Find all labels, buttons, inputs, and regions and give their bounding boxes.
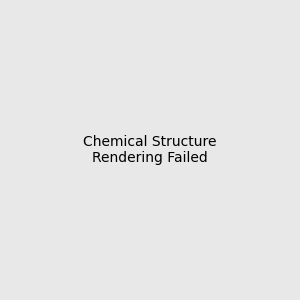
Text: Chemical Structure
Rendering Failed: Chemical Structure Rendering Failed xyxy=(83,135,217,165)
